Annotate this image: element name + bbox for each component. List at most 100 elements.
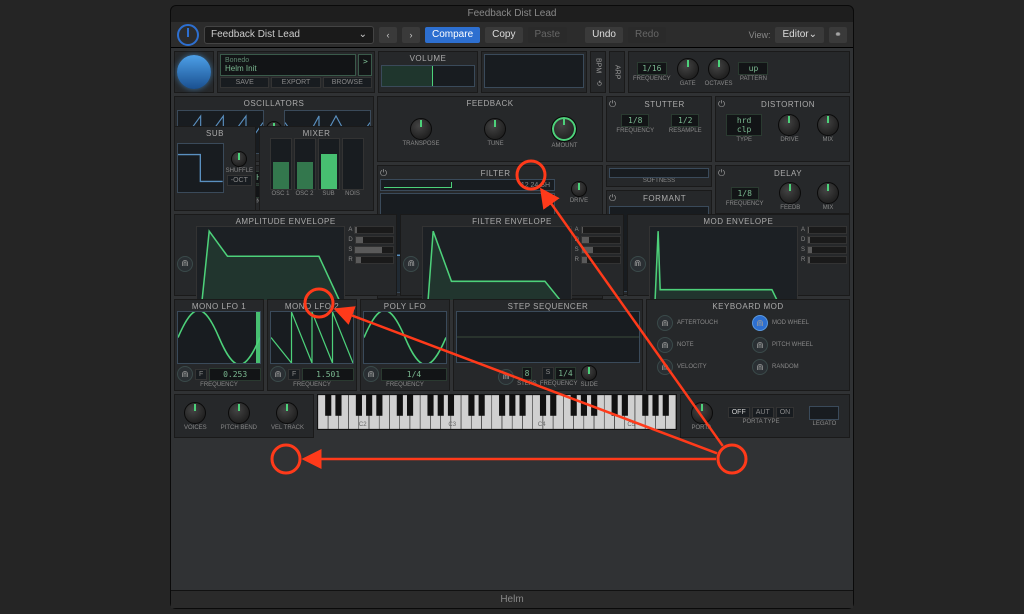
lfo1-modsrc-icon[interactable]: ⋒ — [177, 366, 193, 382]
lfo2-panel: MONO LFO 2 ⋒ F 1.501 FREQUENCY — [267, 299, 357, 391]
lfo1-wave[interactable] — [177, 311, 261, 364]
veltrack-knob[interactable] — [276, 402, 298, 424]
lfo2-wave[interactable] — [270, 311, 354, 364]
lfo2-rate[interactable]: 1.501 — [302, 368, 354, 381]
preset-selector[interactable]: Feedback Dist Lead ⌄ — [204, 26, 374, 44]
stepseq-slide-knob[interactable] — [581, 365, 597, 381]
volume-panel: VOLUME — [378, 51, 478, 93]
arp-rate[interactable]: 1/16 — [637, 62, 667, 75]
polylfo-modsrc-icon[interactable]: ⋒ — [363, 366, 379, 382]
lfo2-sync[interactable]: F — [288, 369, 300, 380]
feedback-title: FEEDBACK — [380, 99, 600, 108]
mixer-osc2-slider[interactable] — [294, 138, 316, 190]
aftertouch-src-icon[interactable]: ⋒ — [657, 315, 673, 331]
plugin-footer: Helm — [171, 590, 853, 608]
dist-power-icon[interactable]: ⏻ — [718, 99, 725, 110]
legato-toggle[interactable] — [809, 406, 839, 420]
sub-oct-button[interactable]: -OCT — [227, 175, 252, 186]
copy-button[interactable]: Copy — [485, 27, 522, 43]
view-selector[interactable]: Editor ⌄ — [775, 27, 824, 43]
next-button[interactable]: › — [402, 27, 420, 43]
link-icon[interactable]: ⚭ — [829, 27, 847, 43]
delay-power-icon[interactable]: ⏻ — [718, 168, 725, 179]
stepseq-steps[interactable]: 8 — [522, 367, 533, 380]
velocity-src-icon[interactable]: ⋒ — [657, 359, 673, 375]
lfo1-sync[interactable]: F — [195, 369, 207, 380]
filtenv-modsrc-icon[interactable]: ⋒ — [403, 256, 419, 272]
porta-knob[interactable] — [691, 402, 713, 424]
volume-slider[interactable] — [381, 65, 475, 87]
browse-button[interactable]: BROWSE — [323, 77, 372, 88]
stepseq-display[interactable] — [456, 311, 640, 363]
arp-toggle[interactable]: ARP — [609, 51, 625, 93]
lfo1-panel: MONO LFO 1 ⋒ F 0.253 FREQUENCY — [174, 299, 264, 391]
dist-drive-knob[interactable] — [778, 114, 800, 136]
softness-panel: SOFTNESS — [606, 165, 712, 187]
delay-rate[interactable]: 1/8 — [731, 187, 759, 200]
polylfo-rate[interactable]: 1/4 — [381, 368, 447, 381]
save-button[interactable]: SAVE — [220, 77, 269, 88]
filter-type-selector[interactable]: 12 24 SH — [380, 179, 555, 191]
lfo2-modsrc-icon[interactable]: ⋒ — [270, 366, 286, 382]
global-left: VOICES PITCH BEND VEL TRACK — [174, 394, 314, 438]
voices-knob[interactable] — [184, 402, 206, 424]
stutter-freq[interactable]: 1/8 — [621, 114, 649, 127]
sub-wave[interactable] — [177, 143, 224, 193]
polylfo-panel: POLY LFO ⋒ 1/4 FREQUENCY — [360, 299, 450, 391]
stepseq-modsrc-icon[interactable]: ⋒ — [498, 369, 514, 385]
kbmod-panel: KEYBOARD MOD ⋒AFTERTOUCH ⋒MOD WHEEL ⋒NOT… — [646, 299, 850, 391]
arp-pattern[interactable]: up — [738, 62, 768, 75]
power-icon[interactable] — [177, 24, 199, 46]
mixer-osc1-slider[interactable] — [270, 138, 292, 190]
pitchbend-knob[interactable] — [228, 402, 250, 424]
bpm-sync[interactable]: BPM⟲ — [590, 51, 606, 93]
undo-button[interactable]: Undo — [585, 27, 623, 43]
feedback-tune-knob[interactable] — [484, 118, 506, 140]
filtenv-display[interactable] — [422, 226, 571, 301]
delay-feedb-knob[interactable] — [779, 182, 801, 204]
arp-gate-knob[interactable] — [677, 58, 699, 80]
prev-button[interactable]: ‹ — [379, 27, 397, 43]
note-src-icon[interactable]: ⋒ — [657, 337, 673, 353]
export-button[interactable]: EXPORT — [271, 77, 320, 88]
view-label: View: — [749, 30, 771, 40]
stutter-power-icon[interactable]: ⏻ — [609, 99, 616, 110]
modenv-display[interactable] — [649, 226, 798, 301]
formant-power-icon[interactable]: ⏻ — [609, 193, 616, 204]
patch-next-button[interactable]: > — [358, 54, 372, 76]
filter-power-icon[interactable]: ⏻ — [380, 168, 387, 179]
mixer-noise-slider[interactable] — [342, 138, 364, 190]
plugin-window: Feedback Dist Lead Feedback Dist Lead ⌄ … — [170, 5, 854, 609]
arp-octaves-knob[interactable] — [708, 58, 730, 80]
softness-slider[interactable] — [609, 168, 709, 178]
delay-mix-knob[interactable] — [817, 182, 839, 204]
lfo1-rate[interactable]: 0.253 — [209, 368, 261, 381]
patch-display[interactable]: Bonedo Helm Init — [220, 54, 356, 76]
random-src-icon[interactable]: ⋒ — [752, 359, 768, 375]
osc-title: OSCILLATORS — [177, 99, 371, 108]
paste-button[interactable]: Paste — [528, 27, 568, 43]
modenv-modsrc-icon[interactable]: ⋒ — [630, 256, 646, 272]
feedback-transpose-knob[interactable] — [410, 118, 432, 140]
redo-button[interactable]: Redo — [628, 27, 666, 43]
modenv-panel: MOD ENVELOPE ⋒ A D S R — [627, 214, 850, 296]
mixer-sub-slider[interactable] — [318, 138, 340, 190]
dist-mix-knob[interactable] — [817, 114, 839, 136]
dist-type[interactable]: hrd clp — [726, 114, 762, 136]
compare-button[interactable]: Compare — [425, 27, 480, 43]
ampenv-modsrc-icon[interactable]: ⋒ — [177, 256, 193, 272]
keyboard[interactable]: C2C3C4C5 — [317, 394, 677, 430]
host-toolbar: Feedback Dist Lead ⌄ ‹ › Compare Copy Pa… — [171, 22, 853, 48]
stutter-resample[interactable]: 1/2 — [671, 114, 699, 127]
pitchwheel-src-icon[interactable]: ⋒ — [752, 337, 768, 353]
stepseq-freq[interactable]: 1/4 — [555, 367, 575, 380]
polylfo-wave[interactable] — [363, 311, 447, 364]
ampenv-panel: AMPLITUDE ENVELOPE ⋒ A D S R — [174, 214, 397, 296]
filter-drive-knob[interactable] — [571, 181, 587, 197]
feedback-amount-knob[interactable] — [551, 116, 577, 142]
sub-shuffle-knob[interactable] — [231, 151, 247, 167]
ampenv-display[interactable] — [196, 226, 345, 301]
feedback-panel: FEEDBACK TRANSPOSE TUNE AMOUNT — [377, 96, 603, 162]
modwheel-src-icon[interactable]: ⋒ — [752, 315, 768, 331]
global-right: PORTA OFFAUTON PORTA TYPE LEGATO — [680, 394, 850, 438]
